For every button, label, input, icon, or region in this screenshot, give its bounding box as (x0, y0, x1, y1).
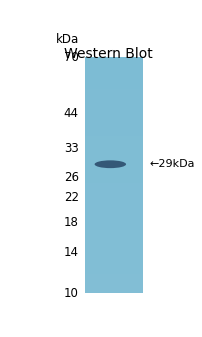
Bar (85, 187, 143, 191)
Bar (85, 191, 143, 195)
Text: 44: 44 (64, 107, 79, 120)
Bar (85, 226, 143, 231)
Bar (85, 207, 143, 211)
Bar (85, 242, 143, 246)
Bar (85, 104, 143, 109)
Bar (85, 266, 143, 270)
Bar (85, 270, 143, 274)
Bar (85, 148, 143, 152)
Bar (85, 250, 143, 254)
Bar (85, 183, 143, 187)
Bar (85, 109, 143, 113)
Bar (85, 231, 143, 235)
Bar (85, 69, 143, 73)
Bar (85, 282, 143, 285)
Text: Western Blot: Western Blot (64, 47, 152, 61)
Bar (85, 113, 143, 116)
Bar (85, 172, 143, 175)
Bar (85, 65, 143, 69)
Bar (85, 77, 143, 81)
Bar (85, 203, 143, 207)
Bar (85, 215, 143, 219)
Text: 18: 18 (64, 216, 79, 228)
Text: 14: 14 (64, 246, 79, 259)
Bar (85, 128, 143, 132)
Bar (85, 274, 143, 278)
Bar (85, 254, 143, 258)
Bar (85, 93, 143, 97)
Text: 26: 26 (64, 171, 79, 184)
Bar (85, 167, 143, 172)
Bar (85, 199, 143, 203)
Bar (85, 73, 143, 77)
Bar (85, 195, 143, 199)
Bar (85, 140, 143, 144)
Bar (85, 61, 143, 65)
Bar (85, 163, 143, 167)
Ellipse shape (94, 160, 125, 168)
Bar (85, 160, 143, 163)
Bar (85, 85, 143, 89)
Bar (85, 89, 143, 93)
Bar (85, 238, 143, 242)
Bar (85, 81, 143, 85)
Bar (85, 262, 143, 266)
Bar (85, 144, 143, 148)
Bar (85, 116, 143, 120)
Bar (85, 101, 143, 104)
Bar (85, 136, 143, 140)
Bar (85, 235, 143, 238)
Bar (85, 57, 143, 61)
Text: 70: 70 (64, 51, 79, 64)
Bar (85, 120, 143, 124)
Bar (85, 175, 143, 179)
Text: kDa: kDa (55, 33, 79, 45)
Bar (85, 179, 143, 183)
Bar (85, 285, 143, 289)
Text: 10: 10 (64, 287, 79, 300)
Bar (85, 278, 143, 282)
Bar (85, 223, 143, 226)
Bar (85, 152, 143, 156)
Bar (85, 124, 143, 128)
Bar (85, 246, 143, 250)
Bar (85, 289, 143, 294)
Bar (85, 132, 143, 136)
Bar (85, 57, 143, 294)
Text: ←29kDa: ←29kDa (149, 159, 194, 169)
Text: 33: 33 (64, 142, 79, 155)
Bar (85, 211, 143, 215)
Bar (85, 219, 143, 223)
Bar (85, 156, 143, 160)
Bar (85, 258, 143, 262)
Text: 22: 22 (64, 191, 79, 204)
Bar (85, 97, 143, 101)
